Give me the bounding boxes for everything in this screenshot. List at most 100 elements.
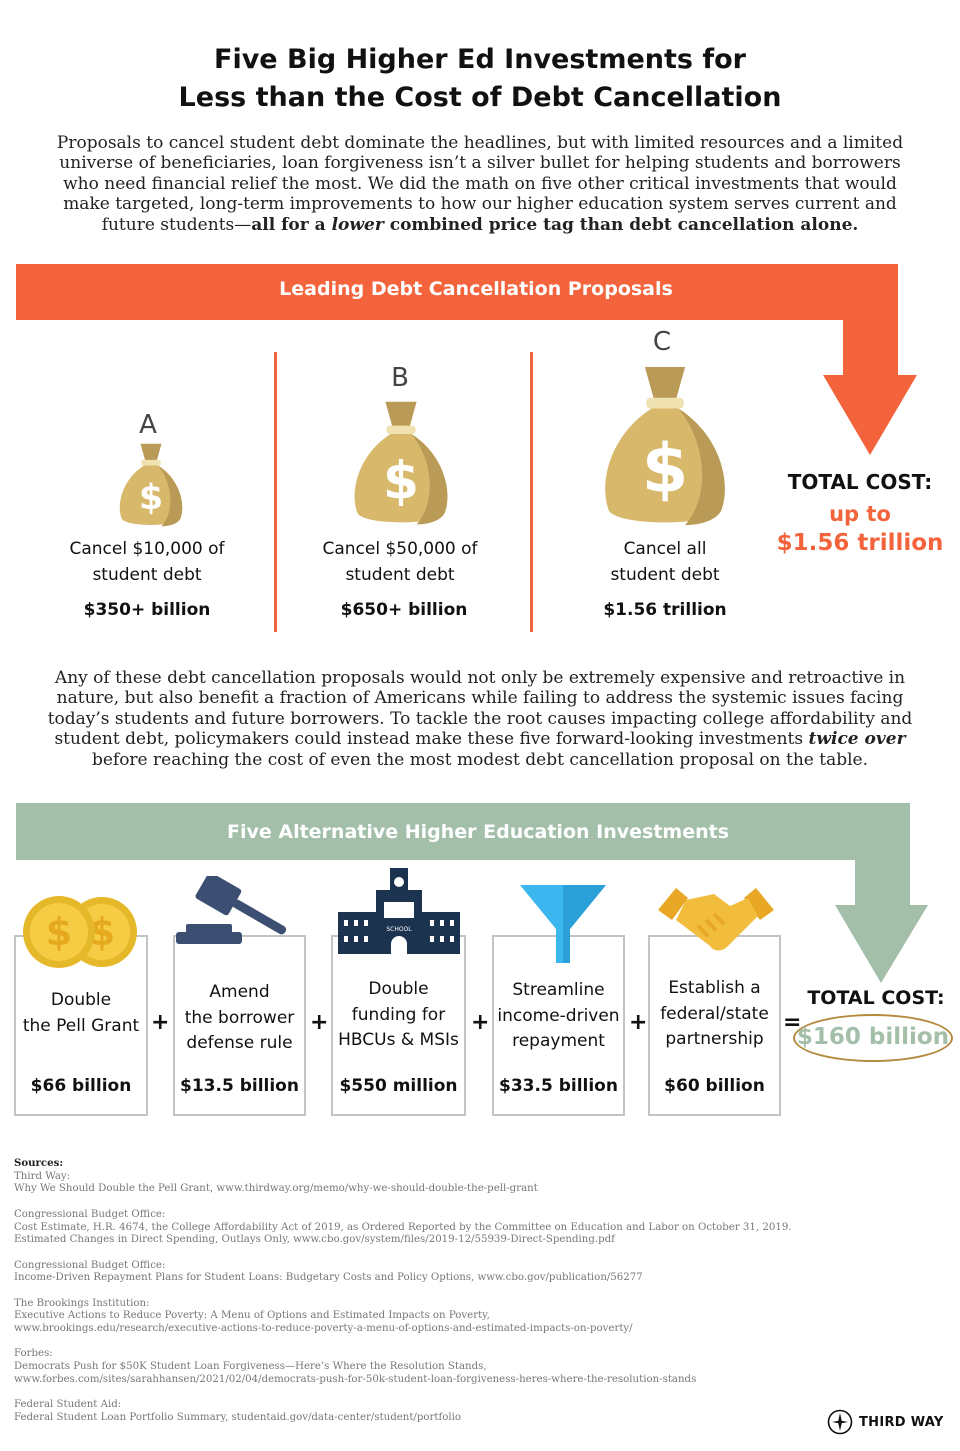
- card-line: the borrower: [184, 1007, 295, 1028]
- source-entry: Forbes: Democrats Push for $50K Student L…: [14, 1348, 792, 1386]
- total-cost-cancellation: TOTAL COST: up to $1.56 trillion: [770, 470, 950, 556]
- coins-icon: $ $: [23, 896, 137, 968]
- source-org: Congressional Budget Office:: [14, 1259, 166, 1271]
- source-entry: Federal Student Aid: Federal Student Loan…: [14, 1399, 792, 1424]
- title-line-2: Less than the Cost of Debt Cancellation: [178, 82, 782, 113]
- total-label: TOTAL COST:: [807, 987, 945, 1009]
- proposal-line: student debt: [92, 565, 202, 585]
- card-line: Double: [368, 979, 429, 999]
- money-bag-icon: $: [605, 366, 725, 526]
- card-line: income-driven: [497, 1005, 620, 1026]
- school-building-icon: SCHOOL: [338, 868, 460, 954]
- money-bag-icon: $: [354, 401, 448, 525]
- middle-paragraph: Any of these debt cancellation proposals…: [28, 668, 932, 770]
- sage-banner-arrow: [16, 803, 928, 983]
- card-amount: $550 million: [339, 1076, 458, 1096]
- card-amount: $66 billion: [30, 1076, 132, 1096]
- card-amount: $13.5 billion: [180, 1076, 299, 1096]
- svg-text:$: $: [383, 451, 419, 511]
- source-line: Democrats Push for $50K Student Loan For…: [14, 1361, 487, 1373]
- investment-card: Streamline income-driven repayment $33.5 b…: [492, 935, 625, 1116]
- proposal-desc: Cancel all student debt: [560, 536, 770, 588]
- svg-text:$: $: [139, 478, 163, 518]
- investment-card: Establish a federal/state partnership $60 …: [648, 935, 781, 1116]
- proposal-line: Cancel all: [623, 539, 707, 559]
- card-amount: $33.5 billion: [499, 1076, 618, 1096]
- cancellation-banner-title: Leading Debt Cancellation Proposals: [279, 278, 673, 300]
- total-prefix: up to: [829, 502, 891, 526]
- source-org: Forbes:: [14, 1348, 53, 1360]
- sources-heading: Sources:: [14, 1157, 64, 1169]
- source-line: Executive Actions to Reduce Poverty: A M…: [14, 1310, 490, 1322]
- proposal-letter: B: [391, 363, 409, 393]
- source-org: Federal Student Aid:: [14, 1399, 122, 1411]
- investment-card: Double funding for HBCUs & MSIs $550 milli…: [331, 935, 466, 1116]
- proposal-letter: A: [139, 410, 157, 440]
- source-line: Estimated Changes in Direct Spending, Ou…: [14, 1234, 615, 1246]
- svg-text:$: $: [642, 430, 689, 508]
- card-line: federal/state: [660, 1003, 769, 1024]
- card-line: defense rule: [186, 1033, 293, 1053]
- source-entry: The Brookings Institution: Executive Acti…: [14, 1298, 792, 1336]
- source-line: Why We Should Double the Pell Grant, www…: [14, 1183, 538, 1195]
- card-line: Amend: [209, 982, 270, 1002]
- sources: Sources: Third Way: Why We Should Double …: [14, 1157, 792, 1437]
- proposal-desc: Cancel $50,000 of student debt: [290, 536, 510, 588]
- total-label: TOTAL COST:: [787, 470, 933, 494]
- intro-paragraph: Proposals to cancel student debt dominat…: [40, 133, 920, 235]
- card-line: funding for: [351, 1004, 446, 1025]
- intro-text: Proposals to cancel student debt dominat…: [56, 133, 904, 235]
- source-org: The Brookings Institution:: [14, 1297, 150, 1309]
- alternatives-banner-title: Five Alternative Higher Education Invest…: [226, 821, 729, 843]
- school-sign: SCHOOL: [386, 926, 412, 933]
- card-amount: $60 billion: [664, 1076, 765, 1096]
- card-line: partnership: [665, 1029, 764, 1049]
- proposal-desc: Cancel $10,000 of student debt: [40, 536, 254, 588]
- card-line: repayment: [512, 1031, 605, 1051]
- source-entry: Congressional Budget Office: Cost Estimat…: [14, 1209, 792, 1247]
- proposal-amount: $1.56 trillion: [603, 600, 727, 620]
- page-title: Five Big Higher Ed Investments for Less …: [0, 41, 960, 117]
- plus-sign: +: [471, 1010, 490, 1035]
- source-line: www.forbes.com/sites/sarahhansen/2021/02…: [14, 1373, 697, 1385]
- total-value: $160 billion: [793, 1014, 953, 1062]
- proposal-line: Cancel $10,000 of: [69, 539, 225, 559]
- source-org: Congressional Budget Office:: [14, 1208, 166, 1220]
- card-line: Double: [50, 990, 112, 1010]
- source-entry: Third Way: Why We Should Double the Pell …: [14, 1171, 792, 1196]
- card-line: HBCUs & MSIs: [338, 1030, 459, 1050]
- source-line: Federal Student Loan Portfolio Summary, …: [14, 1411, 462, 1423]
- source-line: www.brookings.edu/research/executive-act…: [14, 1323, 633, 1335]
- compass-logo-icon: [827, 1409, 853, 1435]
- proposal-line: Cancel $50,000 of: [322, 539, 478, 559]
- card-line: Streamline: [512, 980, 605, 1000]
- intro-italic: lower: [331, 214, 384, 235]
- middle-text: Any of these debt cancellation proposals…: [47, 668, 913, 750]
- plus-sign: +: [310, 1010, 329, 1035]
- third-way-logo: THIRD WAY: [827, 1409, 944, 1435]
- plus-sign: +: [629, 1010, 648, 1035]
- proposal-letter: C: [652, 327, 672, 357]
- plus-sign: +: [151, 1010, 170, 1035]
- middle-italic: twice over: [808, 729, 906, 750]
- proposal-amount: $350+ billion: [83, 600, 211, 620]
- proposal-line: student debt: [610, 565, 720, 585]
- card-line: the Pell Grant: [22, 1015, 140, 1036]
- divider: [274, 352, 277, 632]
- logo-text: THIRD WAY: [859, 1414, 944, 1430]
- intro-bold: all for a: [251, 214, 332, 235]
- investment-card: Amend the borrower defense rule $13.5 bill…: [173, 935, 306, 1116]
- proposal-amount: $650+ billion: [340, 600, 468, 620]
- money-bag-icon: $: [119, 443, 183, 527]
- handshake-icon: [658, 888, 774, 951]
- intro-bold-tail: combined price tag than debt cancellatio…: [383, 214, 859, 235]
- divider: [530, 352, 533, 632]
- svg-text:$: $: [46, 910, 72, 954]
- source-entry: Congressional Budget Office: Income-Drive…: [14, 1260, 792, 1285]
- title-line-1: Five Big Higher Ed Investments for: [214, 44, 746, 75]
- total-value: $1.56 trillion: [776, 530, 944, 556]
- source-org: Third Way:: [14, 1170, 71, 1182]
- card-line: Establish a: [668, 978, 761, 998]
- funnel-icon: [520, 885, 606, 963]
- middle-tail: before reaching the cost of even the mos…: [91, 749, 869, 770]
